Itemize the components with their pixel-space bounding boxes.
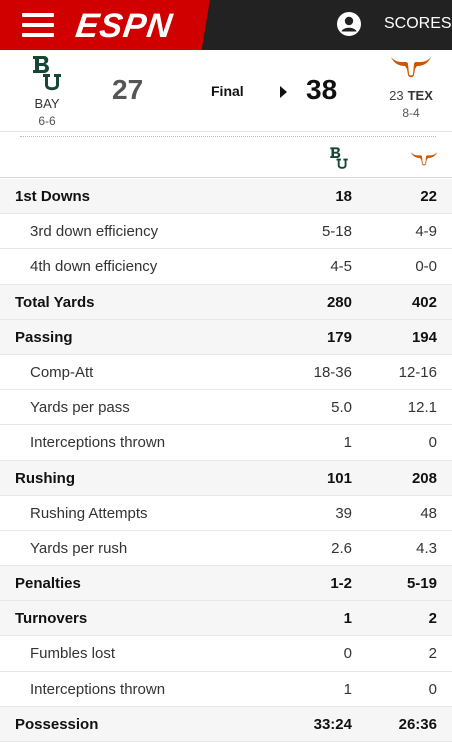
home-stat-value: 402 — [411, 293, 437, 311]
hamburger-menu-icon[interactable] — [22, 13, 54, 37]
away-stat-value: 101 — [326, 469, 352, 487]
stat-label: Turnovers — [15, 610, 88, 628]
home-stat-value: 4.3 — [416, 539, 437, 557]
home-score: 38 — [306, 74, 338, 105]
texas-longhorn-logo-icon — [410, 152, 438, 166]
game-strip[interactable]: BAY 6-6 27 Final 38 23 TEX 8-4 — [0, 50, 452, 132]
home-stat-value: 12-16 — [398, 363, 437, 381]
stat-label: Fumbles lost — [30, 645, 116, 663]
account-icon[interactable] — [336, 11, 362, 37]
away-score: 27 — [112, 74, 144, 105]
home-stat-value: 2 — [428, 645, 437, 663]
home-stat-value: 4-9 — [415, 223, 437, 241]
stat-label: Penalties — [15, 575, 81, 593]
home-team-abbr: TEX — [407, 88, 433, 103]
stat-label: Interceptions thrown — [30, 680, 166, 698]
away-stat-value: 5.0 — [331, 399, 352, 417]
table-row: Comp-Att 18-36 12-16 — [0, 355, 452, 391]
team-stats-table: 1st Downs 18 22 3rd down efficiency 5-18… — [0, 179, 452, 742]
away-stat-value: 18 — [335, 188, 352, 205]
home-stat-value: 26:36 — [398, 715, 437, 733]
home-stat-value: 0 — [428, 434, 437, 452]
stat-label: Passing — [15, 328, 73, 346]
table-row: Interceptions thrown 1 0 — [0, 672, 452, 707]
home-stat-value: 12.1 — [407, 399, 437, 417]
stat-label: 3rd down efficiency — [30, 223, 159, 241]
home-stat-value: 22 — [420, 188, 437, 205]
away-stat-value: 33:24 — [313, 715, 352, 733]
stat-label: Total Yards — [15, 293, 95, 311]
away-team-abbr: BAY — [34, 96, 60, 111]
game-status: Final — [211, 83, 244, 99]
stat-label: 4th down efficiency — [30, 258, 158, 276]
stat-label: Rushing — [15, 469, 75, 487]
table-row: 4th down efficiency 4-5 0-0 — [0, 249, 452, 285]
stat-label: Rushing Attempts — [30, 504, 148, 522]
divider — [20, 136, 436, 137]
table-row: Interceptions thrown 1 0 — [0, 425, 452, 461]
away-stat-value: 39 — [335, 504, 352, 522]
table-row: Possession 33:24 26:36 — [0, 706, 452, 742]
table-row: Turnovers 1 2 — [0, 601, 452, 637]
away-stat-value: 1-2 — [330, 575, 352, 593]
table-row: Penalties 1-2 5-19 — [0, 566, 452, 602]
stat-label: Comp-Att — [30, 363, 94, 381]
espn-logo[interactable]: ESPN — [73, 7, 176, 45]
table-row: Passing 179 194 — [0, 319, 452, 355]
home-team-record: 8-4 — [402, 106, 420, 120]
table-row: Rushing Attempts 39 48 — [0, 496, 452, 531]
table-row: Fumbles lost 0 2 — [0, 636, 452, 672]
away-stat-value: 5-18 — [321, 223, 352, 241]
table-row: Rushing 101 208 — [0, 460, 452, 496]
away-stat-value: 1 — [343, 680, 352, 698]
away-stat-value: 1 — [343, 610, 352, 628]
home-team-label: 23 TEX — [376, 88, 446, 103]
stat-label: Yards per rush — [30, 539, 128, 557]
home-stat-value: 208 — [411, 469, 437, 487]
baylor-logo-icon — [33, 56, 61, 91]
away-stat-value: 4-5 — [330, 258, 352, 276]
home-stat-value: 194 — [411, 328, 437, 346]
winner-arrow-icon — [280, 86, 287, 98]
home-stat-value: 0-0 — [415, 258, 437, 276]
away-team-record: 6-6 — [38, 114, 56, 128]
away-stat-value: 179 — [326, 328, 352, 346]
stat-label: Interceptions thrown — [30, 434, 166, 452]
baylor-logo-icon — [330, 147, 348, 169]
home-team-rank: 23 — [389, 88, 404, 103]
table-row: 3rd down efficiency 5-18 4-9 — [0, 214, 452, 250]
stat-label: Yards per pass — [30, 399, 130, 417]
home-stat-value: 5-19 — [406, 575, 437, 593]
away-stat-value: 280 — [326, 293, 352, 311]
table-row: 1st Downs 18 22 — [0, 179, 452, 215]
away-stat-value: 18-36 — [313, 363, 352, 381]
table-row: Yards per pass 5.0 12.1 — [0, 390, 452, 426]
stat-label: 1st Downs — [15, 188, 91, 205]
away-stat-value: 2.6 — [331, 539, 352, 557]
table-row: Total Yards 280 402 — [0, 284, 452, 320]
texas-longhorn-logo-icon — [391, 57, 431, 78]
home-stat-value: 0 — [428, 680, 437, 698]
away-stat-value: 0 — [343, 645, 352, 663]
away-team[interactable]: BAY 6-6 — [14, 54, 80, 128]
stat-label: Possession — [15, 715, 99, 733]
home-team[interactable]: 23 TEX 8-4 — [376, 54, 446, 120]
home-stat-value: 2 — [428, 610, 437, 628]
home-stat-value: 48 — [420, 504, 437, 522]
scores-link[interactable]: SCORES — [384, 15, 452, 32]
table-row: Yards per rush 2.6 4.3 — [0, 531, 452, 567]
stats-header — [0, 140, 452, 178]
top-navigation-bar: ESPN SCORES — [0, 0, 452, 50]
away-stat-value: 1 — [343, 434, 352, 452]
